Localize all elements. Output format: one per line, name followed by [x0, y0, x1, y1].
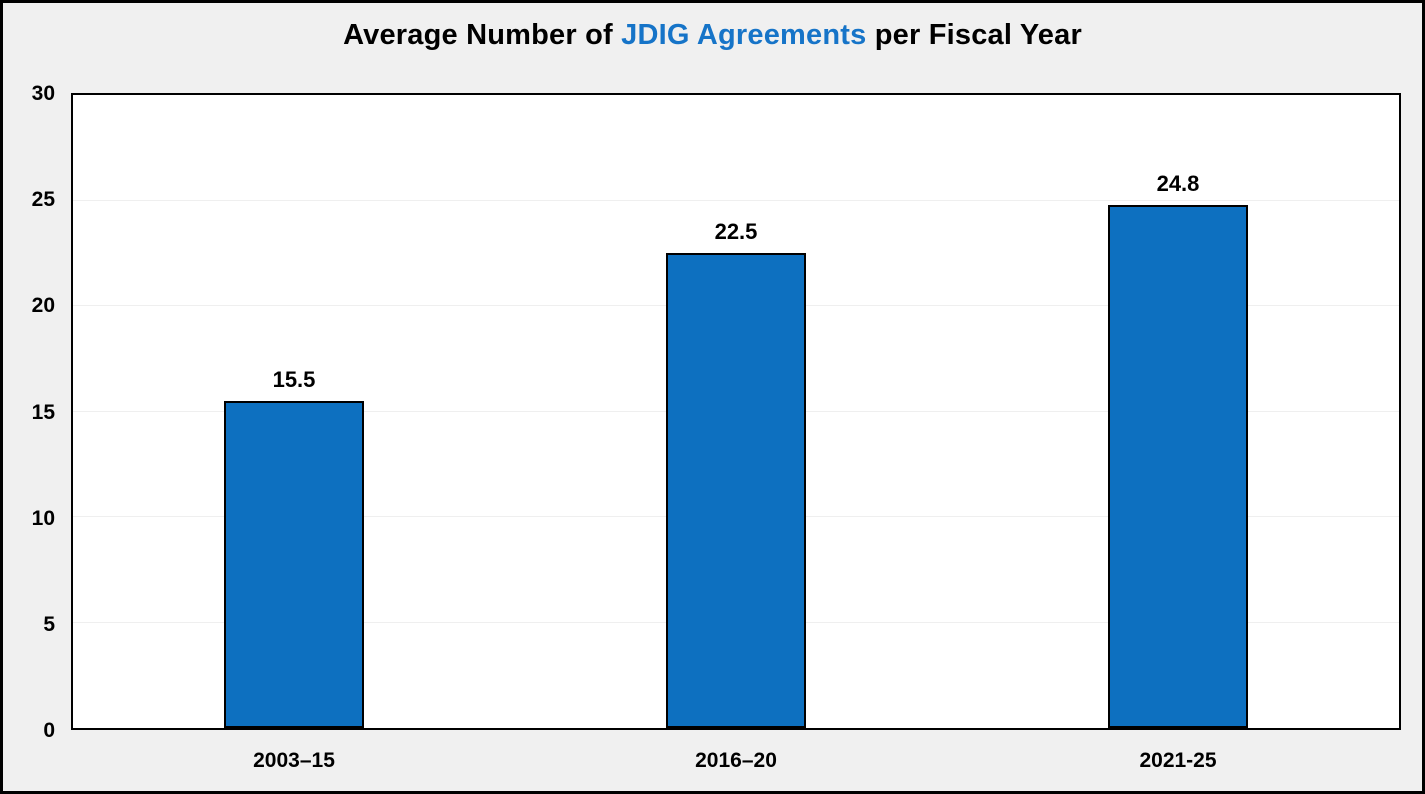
- x-axis-tick-label: 2016–20: [695, 749, 777, 772]
- bar-value-label: 22.5: [714, 219, 758, 245]
- chart-title: Average Number of JDIG Agreements per Fi…: [3, 19, 1422, 52]
- y-axis-tick-label: 15: [31, 400, 55, 424]
- y-axis-tick-label: 30: [31, 82, 55, 105]
- y-axis-tick-label: 20: [31, 294, 55, 318]
- bar-2003–15: [224, 400, 364, 728]
- y-axis-tick-label: 0: [43, 719, 55, 742]
- bar-2016–20: [666, 253, 806, 728]
- bar-2021-25: [1108, 204, 1248, 728]
- x-axis-tick-label: 2021-25: [1139, 749, 1217, 772]
- y-axis-tick-label: 5: [43, 612, 55, 636]
- gridline: [73, 199, 1399, 201]
- chart-title-suffix: per Fiscal Year: [866, 19, 1082, 51]
- plot-area: [71, 93, 1401, 730]
- bar-value-label: 15.5: [272, 366, 316, 392]
- x-axis-tick-label: 2003–15: [253, 749, 335, 772]
- y-axis-tick-label: 10: [31, 506, 55, 530]
- y-axis-tick-label: 25: [31, 188, 55, 212]
- chart-title-prefix: Average Number of: [343, 19, 622, 51]
- chart-title-highlight: JDIG Agreements: [621, 19, 867, 51]
- bar-value-label: 24.8: [1156, 170, 1200, 196]
